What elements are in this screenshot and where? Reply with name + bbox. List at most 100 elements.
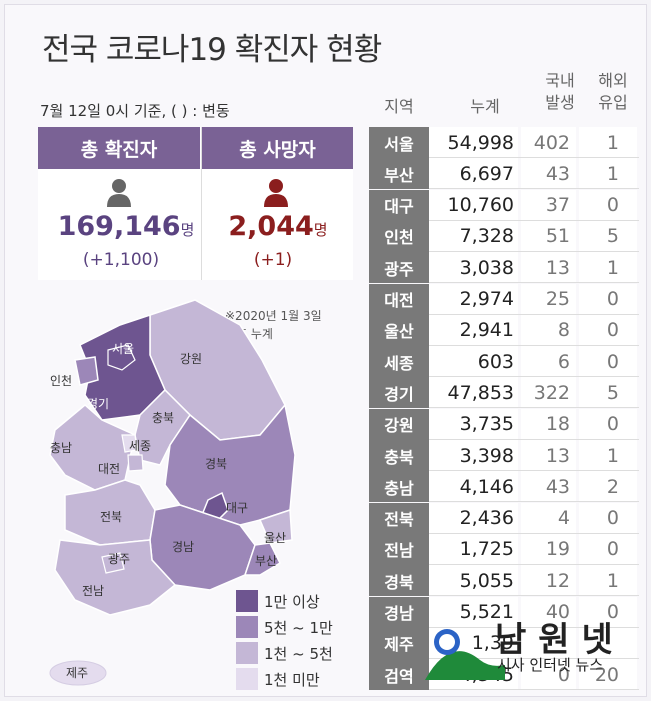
korea-map: 서울 인천 경기 강원 충북 충남 세종 대전 경북 대구 전북 울산 부산 경…	[49, 299, 296, 686]
header-region: 지역	[384, 97, 414, 116]
map-region-busan	[243, 542, 281, 576]
map-label-jeju: 제주	[66, 666, 88, 680]
cell-cumulative: 3,735	[429, 408, 518, 440]
subtitle: 7월 12일 0시 기준, ( ) : 변동	[40, 102, 230, 120]
map-label-sejong: 세종	[129, 439, 151, 453]
cell-cumulative: 5,521	[429, 596, 518, 628]
table-row: 서울 54,998 402 1	[369, 127, 639, 158]
legend-swatch	[236, 642, 258, 664]
row-divider	[429, 313, 639, 315]
cell-domestic	[521, 627, 576, 659]
cell-imported: 0	[579, 283, 637, 315]
cell-imported: 1	[579, 565, 637, 597]
cell-imported: 0	[579, 314, 637, 346]
cell-cumulative: 4,146	[429, 471, 518, 503]
confirmed-person-icon	[107, 179, 131, 207]
logo-watermark: 남원넷 시사 인터넷 뉴스	[425, 612, 645, 692]
cell-domestic: 43	[521, 158, 576, 190]
cell-region: 충북	[369, 440, 429, 471]
cell-cumulative: 5,055	[429, 565, 518, 597]
header-imported-line1: 해외	[598, 71, 628, 90]
cell-region: 경북	[369, 565, 429, 597]
map-region-ulsan	[258, 508, 293, 544]
legend-label: 1천 ~ 5천	[264, 644, 333, 663]
cell-region: 대구	[369, 189, 429, 221]
map-label-incheon: 인천	[50, 373, 72, 388]
row-divider	[429, 501, 639, 503]
header-domestic: 국내 발생	[535, 70, 585, 114]
cell-imported: 0	[579, 533, 637, 565]
cell-domestic: 0	[521, 659, 576, 691]
cell-cumulative: 3,038	[429, 252, 518, 284]
row-divider	[429, 282, 639, 284]
cell-domestic: 8	[521, 314, 576, 346]
cell-domestic: 43	[521, 471, 576, 503]
cell-domestic: 25	[521, 283, 576, 315]
cell-imported: 0	[579, 596, 637, 628]
row-divider	[429, 250, 639, 252]
map-label-jeonbuk: 전북	[100, 510, 122, 524]
header-imported: 해외 유입	[588, 70, 638, 114]
cell-domestic: 12	[521, 565, 576, 597]
table-row: 경남 5,521 40 0	[369, 596, 639, 628]
map-label-busan: 부산	[255, 554, 277, 568]
cell-imported: 0	[579, 502, 637, 534]
map-region-sejong	[121, 434, 138, 453]
map-label-daegu: 대구	[226, 501, 248, 515]
map-region-incheon	[74, 356, 99, 386]
legend-item: 1만 이상	[236, 588, 333, 614]
cell-region: 서울	[369, 127, 429, 158]
table-row: 광주 3,038 13 1	[369, 252, 639, 284]
page-title: 전국 코로나19 확진자 현황	[42, 32, 382, 68]
row-divider	[429, 689, 639, 691]
cell-imported: 1	[579, 252, 637, 284]
cell-region: 제주	[369, 627, 429, 659]
map-label-seoul: 서울	[112, 342, 134, 356]
map-label-gyeonggi: 경기	[87, 397, 109, 411]
cell-cumulative: 1,725	[429, 533, 518, 565]
deaths-person-icon	[264, 179, 288, 207]
cell-cumulative: 2,941	[429, 314, 518, 346]
cell-cumulative: 47,853	[429, 377, 518, 409]
cell-imported: 1	[579, 127, 637, 158]
header-domestic-line2: 발생	[545, 93, 575, 112]
legend-label: 5천 ~ 1만	[264, 618, 333, 637]
row-divider	[429, 438, 639, 440]
cell-imported: 20	[579, 659, 637, 691]
confirmed-change: (+1,100)	[82, 250, 160, 270]
map-label-chungnam: 충남	[50, 441, 72, 455]
cell-region: 충남	[369, 471, 429, 503]
row-divider	[429, 188, 639, 190]
cell-imported: 1	[579, 158, 637, 190]
row-divider	[429, 595, 639, 597]
legend-label: 1만 이상	[264, 592, 320, 611]
cell-imported: 0	[579, 346, 637, 378]
cell-cumulative: 2,974	[429, 283, 518, 315]
confirmed-total: 169,146명	[56, 211, 196, 242]
confirmed-label: 총 확진자	[38, 127, 200, 169]
cell-domestic: 322	[521, 377, 576, 409]
note-line1: ※2020년 1월 3일	[225, 309, 322, 323]
table-row: 전북 2,436 4 0	[369, 502, 639, 534]
legend-swatch	[236, 616, 258, 638]
table-row: 충남 4,146 43 2	[369, 471, 639, 503]
table-row: 경기 47,853 322 5	[369, 377, 639, 409]
cell-domestic: 40	[521, 596, 576, 628]
map-region-gwangju	[101, 552, 125, 574]
map-legend: 1만 이상 5천 ~ 1만 1천 ~ 5천 1천 미만	[236, 588, 333, 692]
cell-cumulative: 10,760	[429, 189, 518, 221]
map-label-gyeongbuk: 경북	[205, 457, 227, 471]
row-divider	[429, 532, 639, 534]
row-divider	[429, 157, 639, 158]
cell-cumulative: 54,998	[429, 127, 518, 158]
cell-cumulative: 2,436	[429, 502, 518, 534]
cell-region: 부산	[369, 158, 429, 190]
logo-tagline: 시사 인터넷 뉴스	[497, 656, 604, 674]
cell-domestic: 13	[521, 440, 576, 471]
deaths-change: (+1)	[253, 250, 293, 270]
deaths-unit: 명	[313, 221, 328, 239]
cell-domestic: 6	[521, 346, 576, 378]
map-region-jeonnam	[54, 539, 177, 616]
cell-domestic: 19	[521, 533, 576, 565]
legend-item: 1천 미만	[236, 666, 333, 692]
